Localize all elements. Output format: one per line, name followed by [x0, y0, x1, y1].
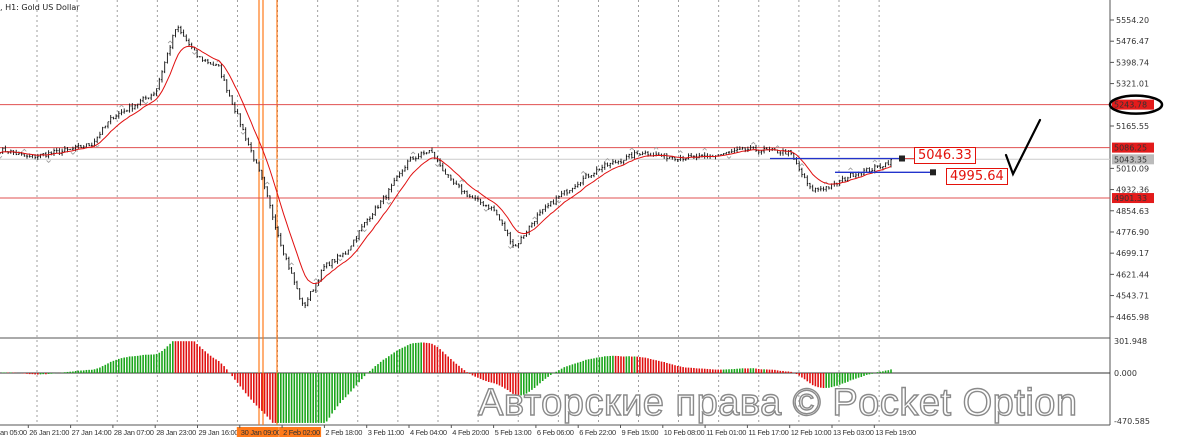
y-tick-label: 5321.01 — [1116, 80, 1149, 89]
fractal-marker — [22, 148, 27, 152]
fractal-marker — [119, 104, 124, 108]
fractal-marker — [702, 147, 707, 151]
level-price-label: 5086.25 — [1114, 144, 1147, 153]
watermark: Авторские права © Pocket Option — [477, 382, 1078, 424]
level-price-badge — [1112, 193, 1154, 204]
fractal-marker — [532, 216, 537, 220]
current-price-badge — [1112, 154, 1154, 165]
fractal-marker — [313, 278, 319, 281]
x-tick-label: 26 Jan 21:00 — [29, 428, 69, 437]
fractal-marker — [362, 229, 367, 233]
chart-title: , H1: Gold US Dollar — [0, 3, 80, 12]
fractal-marker — [70, 151, 76, 155]
fractal-marker — [726, 156, 732, 160]
x-tick-label: 30 Jan 09:00 — [241, 428, 281, 437]
x-tick-label: 26 Jan 05:00 — [0, 428, 27, 437]
moving-average-line — [0, 45, 892, 285]
x-tick-label: 28 Jan 23:00 — [156, 428, 196, 437]
y-tick-label: 5554.20 — [1116, 16, 1149, 25]
y-tick-label: 4854.63 — [1116, 207, 1149, 216]
x-tick-label: 2 Feb 02:00 — [283, 428, 320, 437]
hand-drawn-checkmark — [1004, 118, 1042, 177]
highlight-tick-box — [236, 427, 279, 437]
hand-drawn-circle — [1108, 94, 1164, 115]
x-tick-label: 13 Feb 03:00 — [833, 428, 874, 437]
fractal-marker — [483, 208, 489, 212]
trend-label-lower: 4995.64 — [946, 168, 1008, 185]
fractal-marker — [337, 258, 343, 262]
y-tick-label: 4621.44 — [1116, 270, 1149, 279]
fractal-marker — [678, 150, 683, 154]
trend-anchor-lower — [930, 169, 936, 176]
fractal-marker — [872, 159, 878, 163]
fractal-marker — [799, 163, 805, 167]
level-price-badge — [1112, 99, 1154, 110]
indicator-histogram — [1, 341, 892, 423]
x-tick-label: 29 Jan 16:00 — [199, 428, 239, 437]
indicator-tick-label: 301.948 — [1114, 337, 1147, 346]
fractal-marker — [240, 131, 246, 135]
fractal-marker — [386, 201, 392, 205]
fractal-marker — [848, 167, 853, 171]
x-tick-label: 4 Feb 04:00 — [410, 428, 447, 437]
x-tick-label: 2 Feb 18:00 — [325, 428, 362, 437]
x-tick-label: 4 Feb 20:00 — [452, 428, 489, 437]
fractal-marker — [435, 164, 440, 167]
fractal-marker — [192, 52, 197, 55]
price-bars — [0, 25, 892, 309]
y-tick-label: 4543.71 — [1116, 292, 1149, 301]
fractal-marker — [556, 200, 562, 204]
x-tick-label: 13 Feb 19:00 — [875, 428, 916, 437]
x-tick-label: 10 Feb 08:00 — [664, 428, 705, 437]
fractal-marker — [605, 157, 610, 161]
indicator-tick-label: 0.000 — [1114, 369, 1137, 378]
y-tick-label: 5398.74 — [1116, 58, 1149, 67]
fractal-marker — [653, 146, 659, 150]
x-tick-label: 27 Jan 14:00 — [72, 428, 112, 437]
fractal-marker — [410, 151, 416, 155]
fractal-marker — [775, 145, 780, 149]
y-tick-label: 4465.98 — [1116, 313, 1149, 322]
fractal-marker — [46, 160, 51, 163]
y-tick-label: 5476.47 — [1116, 37, 1149, 46]
x-tick-label: 11 Feb 01:00 — [706, 428, 746, 437]
fractal-marker — [167, 40, 173, 44]
y-tick-label: 5165.55 — [1116, 122, 1149, 131]
fractal-marker — [629, 147, 635, 151]
x-tick-label: 5 Feb 13:00 — [495, 428, 532, 437]
x-tick-label: 11 Feb 17:00 — [748, 428, 788, 437]
fractal-marker — [94, 144, 100, 148]
level-price-label: 4901.33 — [1114, 194, 1147, 203]
x-tick-label: 28 Jan 07:00 — [114, 428, 154, 437]
x-tick-label: 3 Feb 11:00 — [368, 428, 404, 437]
y-tick-label: 4776.90 — [1116, 228, 1149, 237]
level-price-label: 5243.78 — [1114, 101, 1147, 110]
y-tick-label: 4932.36 — [1116, 186, 1149, 195]
trend-anchor-upper — [899, 155, 905, 162]
indicator-tick-label: -470.585 — [1114, 417, 1150, 426]
fractal-marker — [580, 170, 586, 174]
fractal-marker — [265, 181, 270, 185]
trend-label-upper: 5046.33 — [914, 147, 976, 164]
fractal-marker — [751, 141, 756, 145]
fractal-marker — [143, 101, 149, 105]
current-price-label: 5043.35 — [1114, 155, 1147, 164]
fractal-marker — [0, 155, 3, 159]
highlight-tick-box — [279, 427, 322, 437]
x-tick-label: 9 Feb 15:00 — [622, 428, 659, 437]
level-price-badge — [1112, 142, 1154, 153]
x-tick-label: 12 Feb 10:00 — [791, 428, 832, 437]
y-tick-label: 5010.09 — [1116, 164, 1149, 173]
x-tick-label: 6 Feb 06:00 — [537, 428, 574, 437]
fractal-marker — [289, 262, 294, 266]
fractal-marker — [459, 179, 464, 183]
fractal-marker — [508, 246, 513, 249]
y-tick-label: 4699.17 — [1116, 249, 1149, 258]
x-tick-label: 6 Feb 22:00 — [579, 428, 616, 437]
